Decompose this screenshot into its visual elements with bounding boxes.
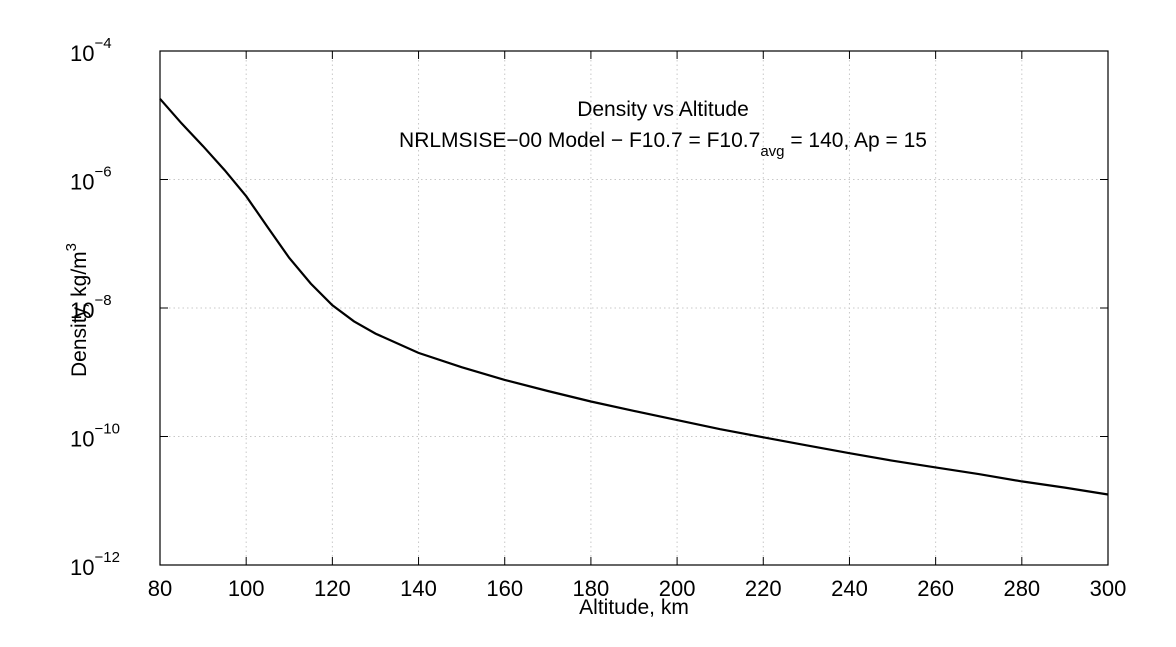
density-curve (159, 98, 1109, 496)
x-tick-label: 280 (1003, 576, 1040, 601)
y-axis-label: Density, kg/m3 (63, 243, 91, 377)
x-axis-label: Altitude, km (579, 596, 689, 619)
y-tick-label: 10−10 (70, 421, 120, 452)
x-tick-label: 300 (1090, 576, 1127, 601)
x-tick-labels: 80 100 120 140 160 180 200 220 240 260 280 300 (148, 576, 1127, 601)
y-tick-label: 10−6 (70, 164, 112, 195)
x-tick-label: 100 (228, 576, 265, 601)
x-tick-label: 160 (486, 576, 523, 601)
subtitle-prefix: NRLMSISE−00 Model − F10.7 = F10.7 (399, 129, 760, 152)
x-tick-label: 80 (148, 576, 172, 601)
x-tick-label: 180 (573, 576, 610, 601)
x-tick-label: 140 (400, 576, 437, 601)
y-tick-label: 10−4 (70, 35, 112, 66)
chart-subtitle: NRLMSISE−00 Model − F10.7 = F10.7avg = 1… (399, 129, 927, 160)
x-tick-label: 240 (831, 576, 868, 601)
y-axis-label-superscript: 3 (63, 243, 80, 251)
grid-layer (160, 51, 1108, 565)
y-tick-label: 10−8 (70, 292, 112, 323)
tick-layer (159, 50, 1109, 566)
x-tick-label: 220 (745, 576, 782, 601)
x-tick-label: 260 (917, 576, 954, 601)
y-tick-labels: 10−12 10−10 10−8 10−6 10−4 (70, 35, 120, 580)
chart-title: Density vs Altitude (577, 98, 749, 121)
y-axis-label-text: Density, kg/m (68, 251, 91, 377)
x-tick-label: 200 (659, 576, 696, 601)
subtitle-suffix: = 140, Ap = 15 (785, 129, 927, 152)
x-tick-label: 120 (314, 576, 351, 601)
y-tick-label: 10−12 (70, 549, 120, 580)
subtitle-subscript: avg (760, 143, 784, 160)
